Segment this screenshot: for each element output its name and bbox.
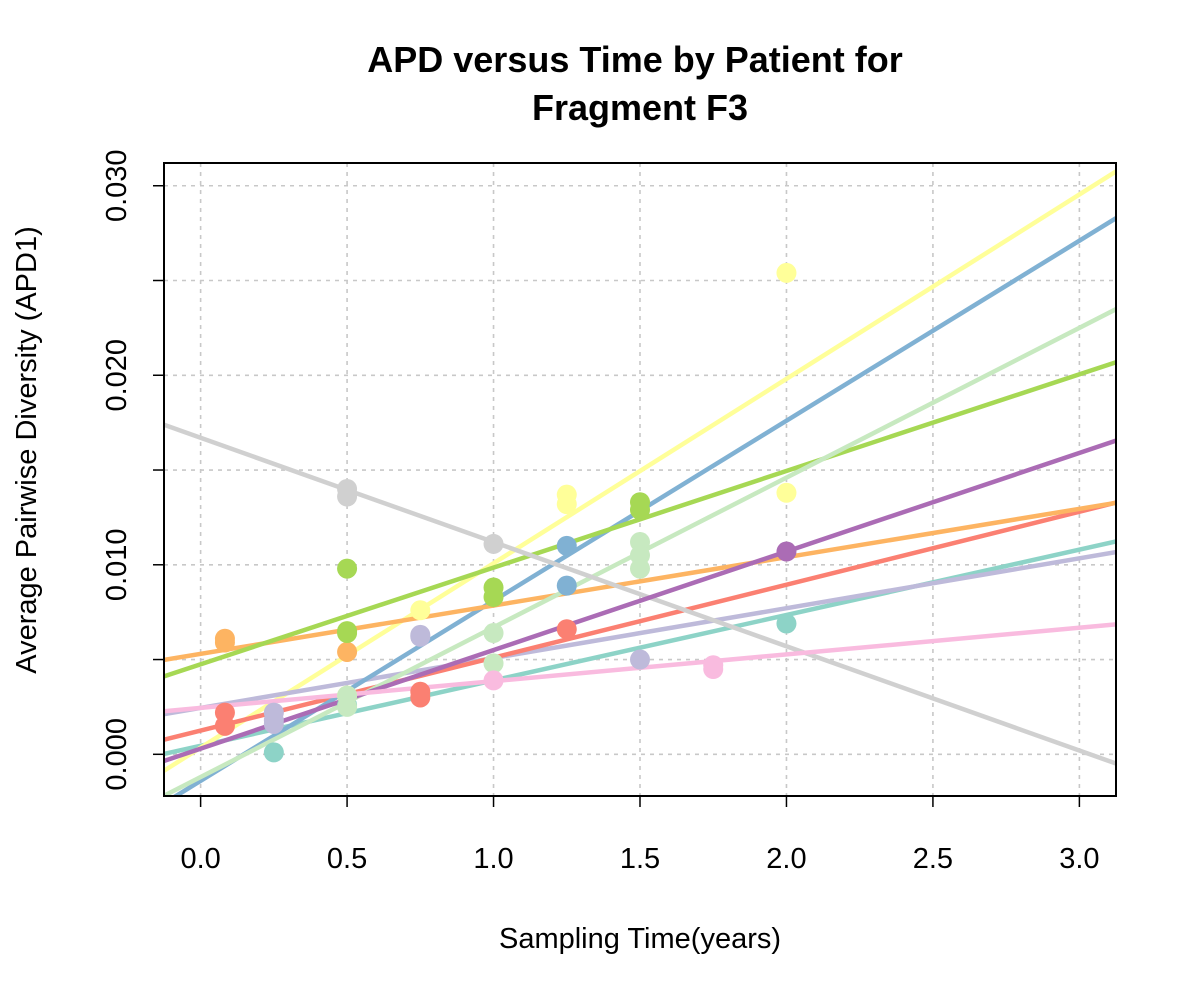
data-point [776, 262, 797, 283]
data-point [630, 649, 650, 670]
regression-line-3 [164, 500, 1116, 742]
y-tick-label: 0.010 [101, 528, 133, 601]
data-point [337, 623, 358, 644]
y-axis: 0.000 0.010 0.020 0.030 [101, 149, 164, 791]
x-tick-label: 1.5 [620, 843, 660, 875]
data-point [263, 742, 284, 763]
regression-line-8 [164, 422, 1116, 766]
x-tick-label: 2.0 [766, 843, 806, 875]
regression-line-1 [164, 169, 1116, 773]
data-point [703, 659, 724, 680]
data-point [337, 641, 358, 662]
data-point [483, 623, 504, 644]
chart-title-line-1: APD versus Time by Patient for [367, 39, 903, 80]
data-point [337, 558, 358, 579]
data-point [214, 715, 235, 736]
data-point [556, 575, 577, 596]
x-tick-label: 1.0 [473, 843, 513, 875]
y-axis-label: Average Pairwise Diversity (APD1) [11, 226, 43, 674]
data-point [556, 619, 577, 640]
y-tick-label: 0.030 [101, 149, 133, 222]
x-axis-label: Sampling Time(years) [499, 923, 781, 955]
data-point [410, 687, 431, 708]
data-point [483, 670, 504, 691]
data-points [214, 262, 797, 763]
data-point [776, 482, 797, 503]
y-tick-label: 0.000 [101, 718, 133, 791]
data-point [776, 541, 797, 562]
x-tick-label: 0.5 [327, 843, 367, 875]
x-tick-label: 0.0 [180, 843, 220, 875]
data-point [556, 494, 577, 515]
x-axis: 0.0 0.5 1.0 1.5 2.0 2.5 3.0 [180, 796, 1100, 875]
x-tick-label: 2.5 [913, 843, 953, 875]
regression-line-2 [164, 549, 1116, 717]
chart-title-line-2: Fragment F3 [532, 87, 748, 128]
data-point [263, 713, 284, 734]
regression-line-5 [164, 500, 1116, 663]
data-point [410, 600, 431, 621]
grid-lines [164, 163, 1116, 796]
data-point [410, 626, 431, 647]
data-point [776, 613, 797, 634]
regression-line-9 [164, 438, 1116, 764]
data-point [556, 535, 577, 556]
data-point [337, 486, 358, 507]
data-point [337, 696, 358, 717]
x-tick-label: 3.0 [1059, 843, 1099, 875]
data-point [630, 558, 650, 579]
y-tick-label: 0.020 [101, 339, 133, 412]
data-point [483, 587, 504, 608]
data-point [214, 632, 235, 653]
data-point [483, 533, 504, 554]
data-point [630, 499, 650, 520]
data-point [483, 653, 504, 674]
